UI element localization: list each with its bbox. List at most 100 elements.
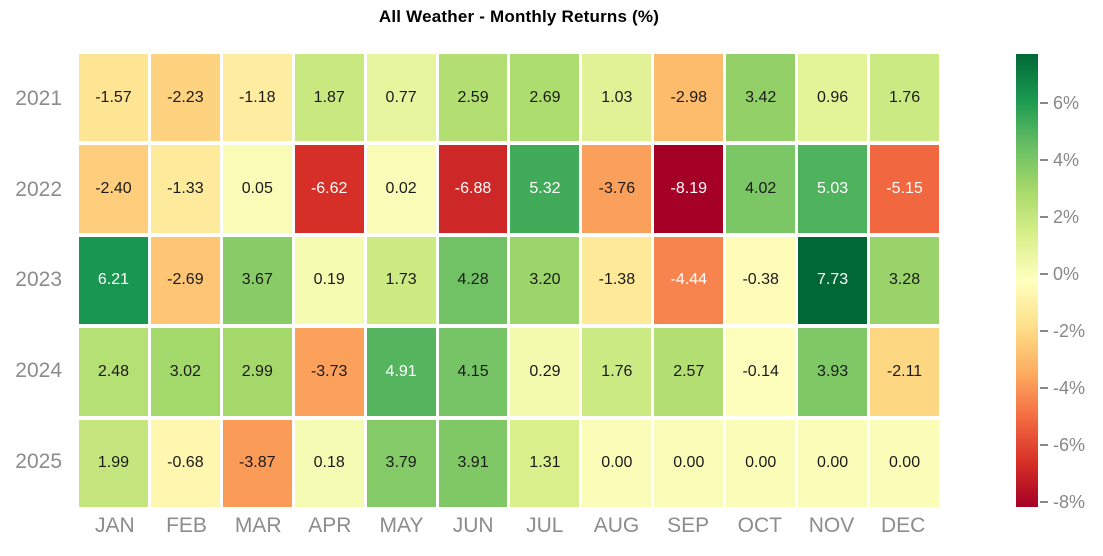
colorbar-tick-label: -6% bbox=[1053, 434, 1086, 455]
heatmap-cell-2025-AUG: 0.00 bbox=[582, 419, 652, 507]
heatmap-cell-2022-SEP: -8.19 bbox=[654, 145, 724, 233]
colorbar-tick-label: 6% bbox=[1053, 93, 1080, 114]
y-axis-label: 2025 bbox=[15, 449, 62, 473]
heatmap-cell-2021-NOV: 0.96 bbox=[798, 54, 868, 142]
heatmap-cell-2022-OCT: 4.02 bbox=[726, 145, 796, 233]
heatmap-cell-2021-MAY: 0.77 bbox=[366, 54, 436, 142]
colorbar-tick: -6% bbox=[1040, 435, 1085, 455]
x-axis-label: JAN bbox=[94, 514, 135, 537]
x-axis-label: OCT bbox=[737, 514, 782, 537]
heatmap-cell-2022-DEC: -5.15 bbox=[870, 145, 939, 233]
heatmap-cell-2023-JAN: 6.21 bbox=[79, 236, 148, 325]
colorbar-tick: -2% bbox=[1040, 321, 1085, 341]
chart-title: All Weather - Monthly Returns (%) bbox=[378, 7, 660, 26]
heatmap-cell-2021-MAR: -1.18 bbox=[222, 54, 292, 142]
colorbar-tick-label: 4% bbox=[1053, 150, 1080, 171]
y-axis-labels: 2021 2022 2023 2024 2025 bbox=[0, 54, 62, 507]
heatmap-cell-2024-AUG: 1.76 bbox=[582, 328, 652, 416]
heatmap-cell-2024-JUN: 4.15 bbox=[438, 328, 508, 416]
heatmap-cell-2025-OCT: 0.00 bbox=[726, 419, 796, 507]
heatmap-cell-2021-SEP: -2.98 bbox=[654, 54, 724, 142]
colorbar-tick-dash bbox=[1040, 443, 1048, 446]
x-axis-label: JUL bbox=[526, 514, 564, 537]
colorbar-tick-label: -8% bbox=[1053, 491, 1086, 512]
colorbar-tick-dash bbox=[1040, 216, 1048, 218]
heatmap-cell-2022-MAY: 0.02 bbox=[366, 145, 436, 233]
colorbar-tick-label: -4% bbox=[1053, 377, 1086, 398]
colorbar-tick: 2% bbox=[1040, 207, 1079, 227]
heatmap-cell-2024-DEC: -2.11 bbox=[870, 328, 939, 416]
heatmap-cell-2023-AUG: -1.38 bbox=[582, 236, 652, 325]
heatmap-cell-2023-OCT: -0.38 bbox=[726, 236, 796, 325]
y-axis-label: 2024 bbox=[15, 359, 62, 383]
heatmap-cell-2022-AUG: -3.76 bbox=[582, 145, 652, 233]
colorbar-gradient bbox=[1016, 54, 1038, 507]
heatmap-cell-2024-NOV: 3.93 bbox=[798, 328, 868, 416]
heatmap-cell-2025-FEB: -0.68 bbox=[150, 419, 220, 507]
heatmap-cell-2025-NOV: 0.00 bbox=[798, 419, 868, 507]
heatmap-cell-2023-DEC: 3.28 bbox=[870, 236, 939, 325]
heatmap-cell-2024-MAY: 4.91 bbox=[366, 328, 436, 416]
heatmap-cell-2021-JAN: -1.57 bbox=[79, 54, 148, 142]
x-axis-label: DEC bbox=[880, 514, 926, 537]
colorbar-tick: -8% bbox=[1040, 492, 1085, 512]
heatmap-cell-2021-DEC: 1.76 bbox=[870, 54, 939, 142]
heatmap-cell-2021-AUG: 1.03 bbox=[582, 54, 652, 142]
heatmap-cell-2023-MAY: 1.73 bbox=[366, 236, 436, 325]
colorbar-tick-label: 2% bbox=[1053, 207, 1080, 227]
heatmap-cell-2023-SEP: -4.44 bbox=[654, 236, 724, 325]
heatmap-cell-2022-MAR: 0.05 bbox=[222, 145, 292, 233]
colorbar-tick-dash bbox=[1040, 500, 1048, 503]
heatmap-cell-2023-NOV: 7.73 bbox=[798, 236, 868, 325]
heatmap-cell-2023-APR: 0.19 bbox=[294, 236, 364, 325]
heatmap-cell-2025-SEP: 0.00 bbox=[654, 419, 724, 507]
colorbar-tick: -4% bbox=[1040, 378, 1085, 398]
heatmap-cell-2024-SEP: 2.57 bbox=[654, 328, 724, 416]
colorbar-tick-dash bbox=[1040, 102, 1048, 105]
x-axis-label: JUN bbox=[452, 514, 494, 537]
colorbar-tick-dash bbox=[1040, 273, 1048, 275]
heatmap-cell-2023-JUL: 3.20 bbox=[510, 236, 580, 325]
heatmap-cell-2021-OCT: 3.42 bbox=[726, 54, 796, 142]
heatmap-cell-2022-JUL: 5.32 bbox=[510, 145, 580, 233]
y-axis-label: 2023 bbox=[15, 268, 62, 292]
heatmap-cell-2025-MAR: -3.87 bbox=[222, 419, 292, 507]
heatmap-cell-2025-DEC: 0.00 bbox=[870, 419, 939, 507]
x-axis-label: SEP bbox=[667, 514, 710, 537]
heatmap-cell-2024-JUL: 0.29 bbox=[510, 328, 580, 416]
colorbar-tick: 0% bbox=[1040, 264, 1079, 284]
heatmap-cell-2024-OCT: -0.14 bbox=[726, 328, 796, 416]
heatmap-cell-2021-FEB: -2.23 bbox=[150, 54, 220, 142]
colorbar-tick-dash bbox=[1040, 329, 1048, 332]
heatmap-cell-2025-APR: 0.18 bbox=[294, 419, 364, 507]
heatmap-cell-2025-JAN: 1.99 bbox=[79, 419, 148, 507]
x-axis-label: APR bbox=[308, 514, 352, 537]
colorbar-ticks: 6% 4% 2% 0% -2% -4% -6% -8% bbox=[1040, 54, 1103, 511]
x-axis-label: MAR bbox=[234, 514, 282, 537]
colorbar-tick-dash bbox=[1040, 386, 1048, 389]
heatmap-cell-2024-APR: -3.73 bbox=[294, 328, 364, 416]
heatmap-cell-2021-JUN: 2.59 bbox=[438, 54, 508, 142]
heatmap-cell-2023-MAR: 3.67 bbox=[222, 236, 292, 325]
heatmap-cell-2024-JAN: 2.48 bbox=[79, 328, 148, 416]
heatmap-cell-2021-JUL: 2.69 bbox=[510, 54, 580, 142]
heatmap-cell-2022-JUN: -6.88 bbox=[438, 145, 508, 233]
x-axis-label: MAY bbox=[379, 514, 424, 537]
y-axis-label: 2021 bbox=[15, 87, 62, 111]
heatmap-cell-2022-FEB: -1.33 bbox=[150, 145, 220, 233]
heatmap-cell-2023-FEB: -2.69 bbox=[150, 236, 220, 325]
colorbar-tick-label: -2% bbox=[1053, 320, 1086, 341]
colorbar-tick-dash bbox=[1040, 159, 1048, 162]
heatmap-cell-2022-NOV: 5.03 bbox=[798, 145, 868, 233]
x-axis-labels: JAN FEB MAR APR MAY JUN JUL AUG SEP OCT NOV DEC bbox=[79, 514, 939, 538]
heatmap-cell-2021-APR: 1.87 bbox=[294, 54, 364, 142]
x-axis-label: FEB bbox=[166, 514, 207, 537]
heatmap-cell-2025-MAY: 3.79 bbox=[366, 419, 436, 507]
x-axis-label: AUG bbox=[593, 514, 640, 537]
x-axis-label: NOV bbox=[808, 514, 855, 537]
heatmap-cell-2023-JUN: 4.28 bbox=[438, 236, 508, 325]
colorbar-tick: 4% bbox=[1040, 150, 1079, 170]
colorbar-tick-label: 0% bbox=[1053, 264, 1080, 284]
heatmap-grid: -1.57 -2.23 -1.18 1.87 0.77 2.59 2.69 1.03 -2.98… bbox=[79, 54, 939, 507]
